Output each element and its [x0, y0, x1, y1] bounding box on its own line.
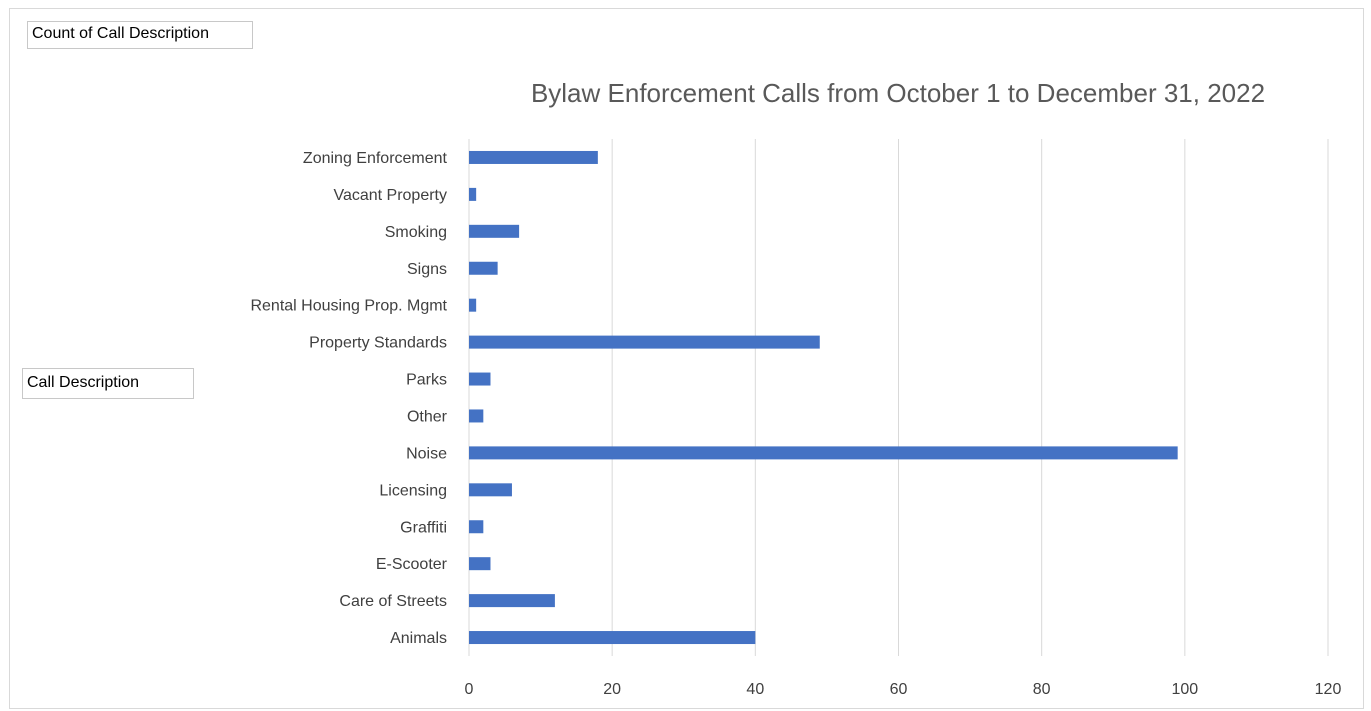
bar-vacant-property: [469, 187, 477, 201]
bar-signs: [469, 261, 498, 275]
pivot-value-field-button[interactable]: Count of Call Description: [27, 21, 253, 49]
category-label: Other: [407, 408, 448, 425]
category-label: Animals: [390, 630, 447, 647]
bar-parks: [469, 372, 491, 386]
category-label: Noise: [406, 445, 447, 462]
x-tick-label: 40: [746, 681, 764, 698]
x-tick-label: 60: [890, 681, 908, 698]
category-label: Rental Housing Prop. Mgmt: [250, 298, 447, 315]
bar-animals: [469, 631, 756, 645]
bar-licensing: [469, 483, 512, 497]
x-tick-label: 0: [465, 681, 474, 698]
bar-smoking: [469, 224, 520, 238]
chart-frame: [9, 8, 1364, 709]
category-label: Vacant Property: [333, 187, 447, 204]
category-label: Licensing: [379, 482, 447, 499]
category-label: Graffiti: [400, 519, 447, 536]
x-tick-label: 120: [1315, 681, 1342, 698]
x-tick-label: 100: [1171, 681, 1198, 698]
bar-graffiti: [469, 520, 484, 534]
x-tick-label: 80: [1033, 681, 1051, 698]
bar-other: [469, 409, 484, 423]
bar-zoning-enforcement: [469, 150, 598, 164]
pivot-row-field-button[interactable]: Call Description: [22, 368, 194, 399]
category-label: Parks: [406, 372, 447, 389]
category-label: Signs: [407, 261, 447, 278]
bar-rental-housing-prop-mgmt: [469, 298, 477, 312]
category-label: E-Scooter: [376, 556, 448, 573]
x-tick-label: 20: [603, 681, 621, 698]
bar-noise: [469, 446, 1178, 460]
category-label: Care of Streets: [339, 593, 447, 610]
bar-e-scooter: [469, 557, 491, 571]
bar-care-of-streets: [469, 594, 555, 608]
chart-title: Bylaw Enforcement Calls from October 1 t…: [530, 78, 1266, 108]
category-label: Smoking: [385, 224, 447, 241]
category-label: Property Standards: [309, 335, 447, 352]
category-label: Zoning Enforcement: [303, 150, 448, 167]
bar-property-standards: [469, 335, 820, 349]
